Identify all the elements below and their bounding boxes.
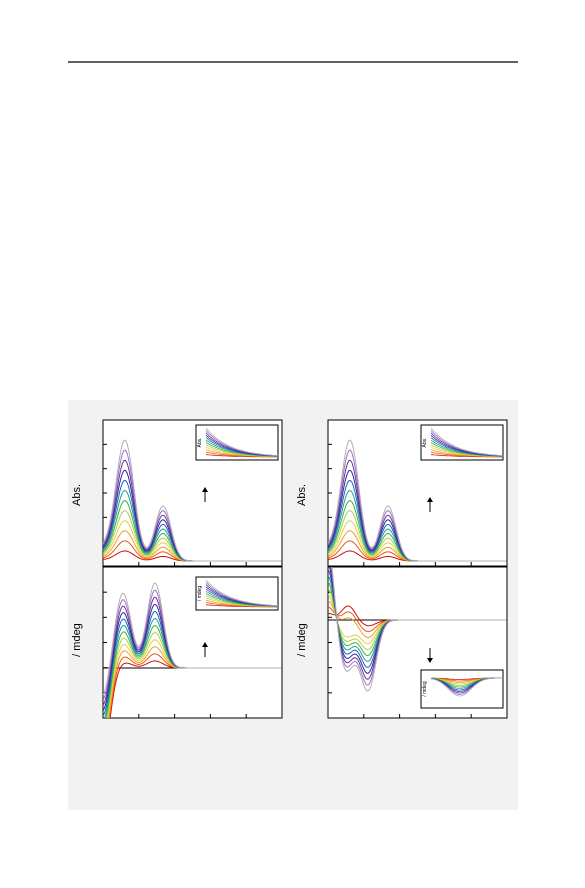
axis-label: Abs. — [71, 484, 83, 506]
inset-curve — [430, 677, 503, 697]
axis-label: Abs. — [296, 484, 308, 506]
spectrum-curve — [103, 439, 282, 562]
trend-arrow-head — [427, 658, 433, 663]
trend-arrow-head — [427, 497, 433, 502]
trend-arrow-head — [202, 487, 208, 492]
inset-label: / mdeg — [422, 681, 428, 697]
spectrum-curve — [328, 439, 507, 562]
spectrum-curve — [331, 567, 507, 692]
inset-curve — [205, 427, 278, 456]
inset-curve — [430, 427, 503, 456]
inset-frame — [420, 669, 504, 709]
inset-label: Abs. — [422, 437, 428, 447]
inset-label: Abs. — [197, 437, 203, 447]
trend-arrow-head — [202, 642, 208, 647]
spectrum-curve — [103, 582, 282, 695]
axis-label: / mdeg — [296, 623, 308, 657]
inset-curve — [205, 579, 278, 607]
axis-label: / mdeg — [71, 623, 83, 657]
inset-label: / mdeg — [197, 586, 203, 602]
